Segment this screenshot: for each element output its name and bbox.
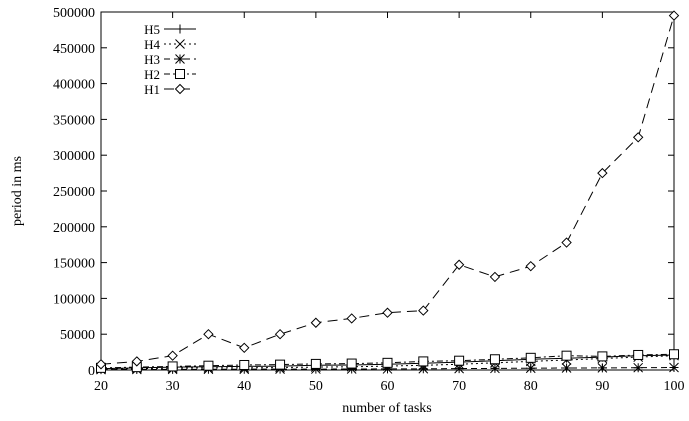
data-point-h1	[239, 342, 250, 354]
data-point-h2	[382, 357, 393, 368]
data-point-h3	[633, 362, 644, 373]
y-tick-label: 350000	[53, 113, 95, 128]
data-point-h2	[489, 354, 500, 365]
series-line-h3	[100, 367, 675, 371]
legend-label-h1: H1	[144, 82, 160, 97]
data-point-h1	[632, 132, 644, 143]
data-point-h1	[489, 271, 501, 283]
legend-marker-h2	[175, 69, 185, 79]
data-point-h3	[346, 364, 357, 374]
y-tick-label: 500000	[53, 6, 95, 21]
x-tick-label: 60	[381, 379, 395, 394]
legend-label-h4: H4	[144, 37, 160, 52]
data-point-h3	[311, 364, 321, 374]
x-tick-label: 80	[524, 379, 538, 394]
x-tick-label: 100	[664, 379, 685, 394]
data-point-h1	[346, 313, 357, 324]
x-axis-label: number of tasks	[342, 401, 431, 416]
data-point-h1	[597, 167, 608, 179]
data-point-h1	[382, 307, 393, 318]
x-tick-label: 20	[94, 379, 108, 394]
legend-marker-h4	[175, 39, 185, 49]
data-point-h1	[310, 317, 322, 328]
x-tick-label: 70	[452, 379, 466, 394]
data-point-h2	[669, 349, 679, 360]
x-axis-ticks: 20 30 40 50 60 70 80 90 100	[94, 12, 685, 394]
data-point-h2	[203, 360, 214, 371]
data-point-h2	[597, 351, 608, 362]
data-point-h2	[167, 361, 178, 372]
x-tick-label: 50	[309, 379, 323, 394]
data-point-h1	[418, 305, 429, 316]
y-tick-label: 150000	[53, 257, 95, 272]
x-tick-label: 30	[166, 379, 180, 394]
data-point-h1	[668, 10, 680, 21]
data-point-h3	[669, 362, 679, 373]
data-point-h2	[275, 359, 286, 370]
y-tick-label: 200000	[53, 221, 95, 236]
legend-marker-h5	[175, 24, 185, 34]
data-point-h1	[95, 359, 107, 370]
series-line-h2	[100, 353, 675, 369]
y-tick-label: 0	[88, 364, 95, 379]
data-point-h2	[310, 358, 321, 369]
data-point-h3	[490, 363, 500, 374]
data-point-h2	[239, 359, 250, 370]
legend-label-h5: H5	[144, 22, 160, 37]
data-point-h2	[454, 355, 465, 366]
data-point-h1	[167, 350, 178, 361]
data-point-h3	[525, 363, 536, 374]
data-point-h2	[346, 358, 357, 369]
data-point-h2	[525, 352, 536, 363]
data-point-h3	[454, 363, 464, 374]
legend-marker-h3	[175, 54, 185, 64]
y-tick-label: 450000	[53, 42, 95, 57]
data-point-h2	[418, 356, 429, 367]
series-line-h1	[100, 15, 675, 365]
data-point-h1	[561, 237, 572, 248]
data-point-h2	[561, 350, 572, 361]
legend-label-h3: H3	[144, 52, 160, 67]
x-tick-label: 40	[237, 379, 251, 394]
data-point-h2	[633, 349, 644, 360]
y-tick-label: 100000	[53, 292, 95, 307]
data-point-h3	[418, 363, 429, 374]
series-h1	[95, 10, 680, 370]
data-point-h3	[597, 362, 608, 373]
data-point-h1	[525, 260, 536, 272]
y-axis-ticks: 0 50000 100000 150000 200000 250000 300000 3500…	[53, 6, 674, 379]
data-point-h3	[382, 364, 393, 374]
data-point-h1	[274, 328, 286, 340]
data-point-h3	[561, 363, 572, 373]
y-tick-label: 250000	[53, 185, 95, 200]
data-point-h1	[203, 328, 214, 340]
x-tick-label: 90	[595, 379, 609, 394]
legend-label-h2: H2	[144, 67, 160, 82]
y-tick-label: 50000	[60, 328, 95, 343]
y-tick-label: 300000	[53, 149, 95, 164]
y-tick-label: 400000	[53, 78, 95, 93]
y-axis-label: period in ms	[10, 156, 25, 226]
data-point-h1	[131, 356, 143, 367]
data-point-h1	[453, 259, 465, 270]
legend-marker-h1	[174, 83, 186, 95]
series-layer	[95, 10, 680, 375]
series-h2	[96, 349, 679, 373]
